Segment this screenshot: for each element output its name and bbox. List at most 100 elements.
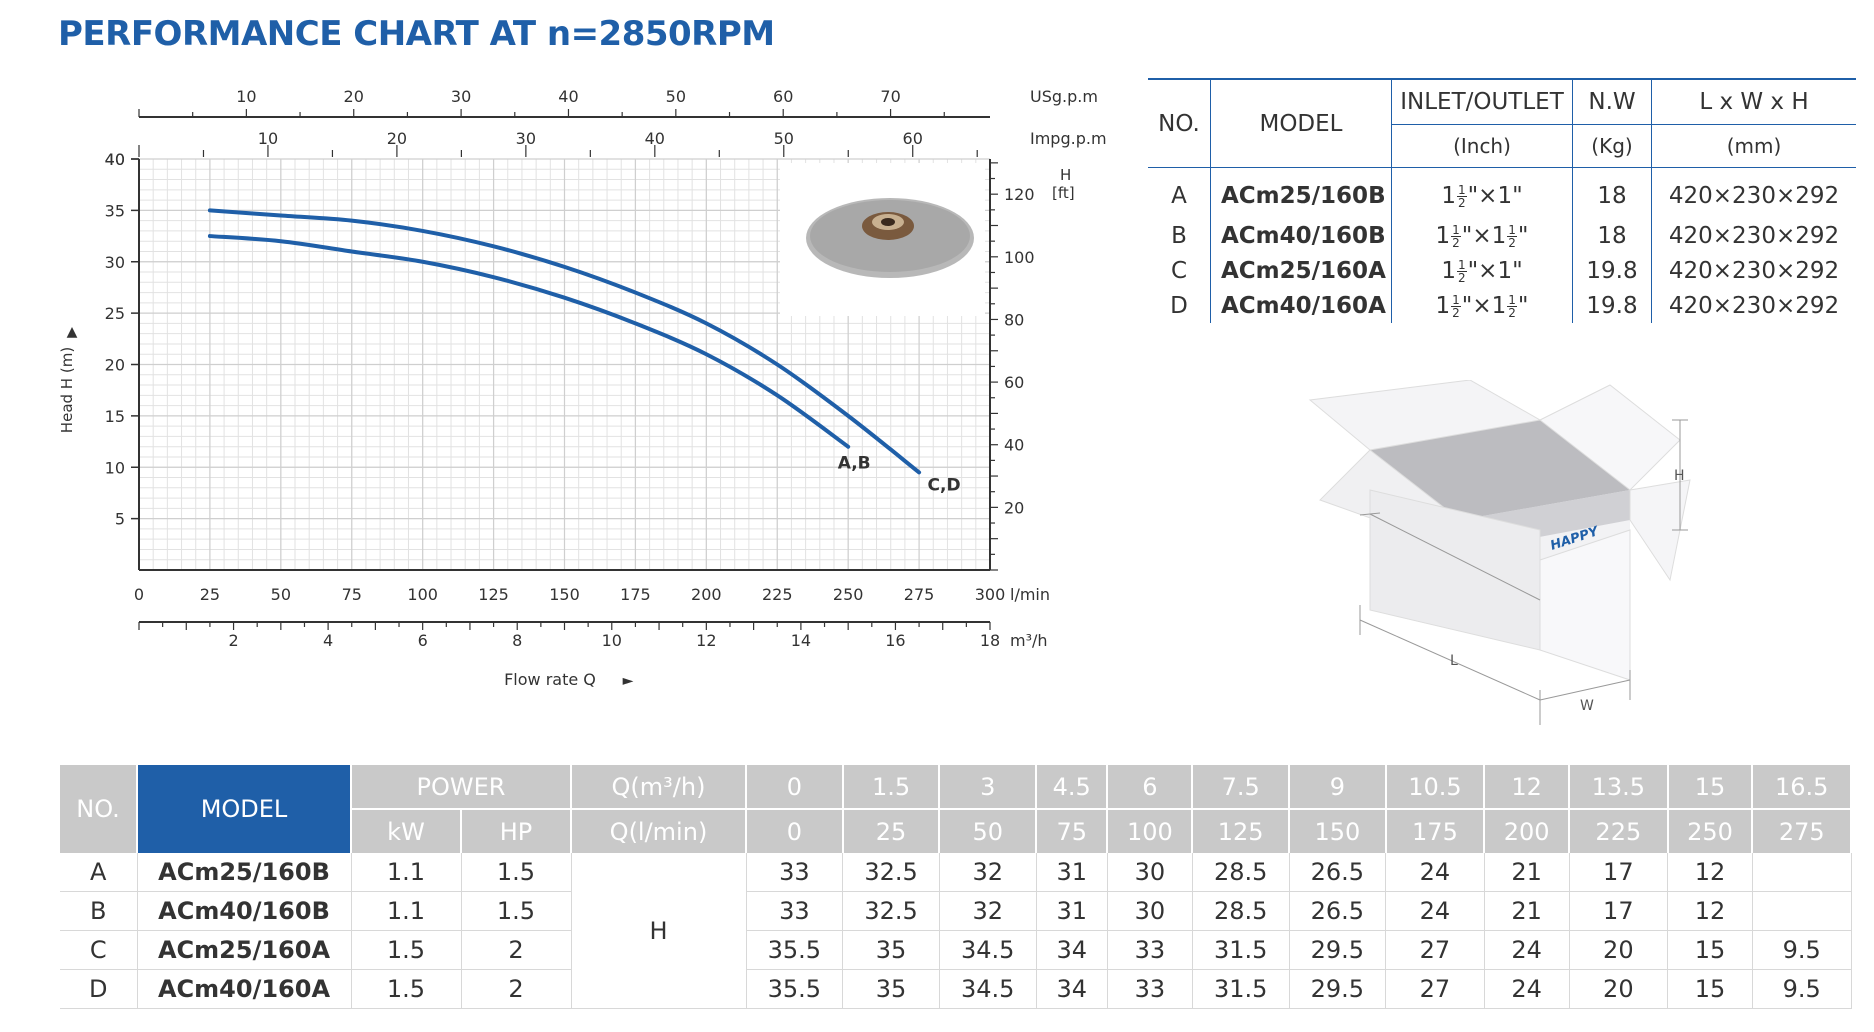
perf-h-cell: 32.5 bbox=[842, 891, 940, 931]
x-tick-label: 200 bbox=[691, 585, 722, 604]
m3h-unit-label: m³/h bbox=[1010, 631, 1048, 650]
perf-qlmin-header: 200 bbox=[1484, 808, 1571, 853]
perf-hp-cell: 2 bbox=[461, 930, 572, 970]
perf-qm3h-header: 16.5 bbox=[1752, 765, 1852, 809]
spec-no-cell: D bbox=[1148, 288, 1211, 323]
perf-kw-header: kW bbox=[351, 808, 462, 853]
impgpm-tick-label: 60 bbox=[903, 129, 923, 148]
box-h-label: H bbox=[1674, 468, 1685, 484]
perf-qlmin-header: 275 bbox=[1752, 808, 1852, 853]
perf-kw-cell: 1.5 bbox=[351, 930, 462, 970]
x-tick-label: 50 bbox=[271, 585, 291, 604]
spec-nw-cell: 18 bbox=[1572, 218, 1652, 253]
perf-h-cell: 28.5 bbox=[1192, 853, 1290, 892]
chart-curves: A,B C,D bbox=[207, 208, 961, 495]
perf-qlmin-header: 100 bbox=[1107, 808, 1194, 853]
spec-inlet-cell: 1 1 2 "×1 1 2 " bbox=[1391, 288, 1573, 323]
spec-no-cell: C bbox=[1148, 253, 1211, 288]
impeller-image bbox=[780, 163, 985, 316]
x-tick-label: 125 bbox=[478, 585, 509, 604]
impgpm-tick-label: 20 bbox=[387, 129, 407, 148]
x-tick-label: 75 bbox=[342, 585, 362, 604]
spec-inlet-cell: 1 1 2 "×1" bbox=[1391, 253, 1573, 288]
perf-h-cell: 29.5 bbox=[1289, 969, 1387, 1009]
perf-h-cell: 15 bbox=[1667, 969, 1753, 1009]
ft-tick-label: 60 bbox=[1004, 373, 1024, 392]
perf-h-cell: 15 bbox=[1667, 930, 1753, 970]
perf-qm3h-header: 15 bbox=[1667, 765, 1754, 809]
y-axis-label: Head H (m) bbox=[58, 347, 76, 433]
perf-qlmin-header: 50 bbox=[939, 808, 1038, 853]
perf-h-cell: 32 bbox=[939, 853, 1037, 892]
perf-no-cell: C bbox=[60, 930, 138, 970]
x-tick-label: 0 bbox=[134, 585, 144, 604]
perf-h-cell: 33 bbox=[1107, 969, 1193, 1009]
spec-inlet-cell: 1 1 2 "×1" bbox=[1391, 167, 1573, 218]
perf-qlmin-header: 250 bbox=[1667, 808, 1754, 853]
perf-h-cell: 35 bbox=[842, 969, 940, 1009]
perf-h-cell: 34.5 bbox=[939, 930, 1037, 970]
perf-row: B ACm40/160B 1.1 1.5 33 32.5 32 31 30 28.5 26.5 24 2… bbox=[60, 891, 1852, 931]
x-tick-label: 100 bbox=[407, 585, 438, 604]
usgpm-tick-label: 30 bbox=[451, 87, 471, 106]
impgpm-tick-label: 10 bbox=[258, 129, 278, 148]
perf-h-cell: 20 bbox=[1569, 969, 1669, 1009]
perf-h-cell: 27 bbox=[1385, 969, 1485, 1009]
spec-model-header: MODEL bbox=[1210, 79, 1392, 168]
box-w-label: W bbox=[1580, 698, 1594, 714]
perf-h-cell: 12 bbox=[1667, 891, 1753, 931]
ft-tick-label: 20 bbox=[1004, 498, 1024, 517]
perf-power-header: POWER bbox=[351, 765, 572, 809]
perf-h-cell: 24 bbox=[1385, 891, 1485, 931]
impgpm-tick-label: 40 bbox=[645, 129, 665, 148]
m3h-tick-label: 4 bbox=[323, 631, 333, 650]
perf-hp-header: HP bbox=[461, 808, 572, 853]
perf-no-cell: B bbox=[60, 891, 138, 931]
spec-model-cell: ACm25/160A bbox=[1210, 253, 1392, 288]
spec-no-cell: B bbox=[1148, 218, 1211, 253]
m3h-tick-label: 8 bbox=[512, 631, 522, 650]
perf-h-cell: 33 bbox=[746, 853, 844, 892]
x-tick-label: 250 bbox=[833, 585, 864, 604]
spec-dim-cell: 420×230×292 bbox=[1668, 257, 1840, 284]
usgpm-tick-label: 70 bbox=[880, 87, 900, 106]
perf-no-cell: D bbox=[60, 969, 138, 1009]
x-tick-label: 150 bbox=[549, 585, 580, 604]
curve-label: A,B bbox=[838, 454, 871, 474]
spec-nw-cell: 18 bbox=[1572, 167, 1652, 218]
spec-row: B ACm40/160B 1 1 2 "×1 1 2 " 18 420×230×292 bbox=[1148, 218, 1856, 253]
usgpm-tick-label: 20 bbox=[344, 87, 364, 106]
perf-qm3h-header: 0 bbox=[746, 765, 844, 809]
perf-h-cell: 24 bbox=[1484, 930, 1570, 970]
perf-qm3h-header: 1.5 bbox=[842, 765, 941, 809]
perf-qm3h-header: 3 bbox=[939, 765, 1038, 809]
spec-model-cell: ACm40/160B bbox=[1210, 218, 1392, 253]
perf-h-cell: 17 bbox=[1569, 853, 1669, 892]
perf-h-cell: 34 bbox=[1036, 930, 1108, 970]
x-axis-arrow: ► bbox=[623, 673, 634, 689]
curve-ab bbox=[207, 234, 851, 449]
m3h-tick-label: 16 bbox=[885, 631, 905, 650]
spec-inlet-header: INLET/OUTLET bbox=[1391, 79, 1573, 125]
y-tick-label: 30 bbox=[105, 253, 125, 272]
spec-nw-header: N.W bbox=[1572, 79, 1652, 125]
perf-model-cell: ACm25/160A bbox=[137, 930, 352, 970]
page-title: PERFORMANCE CHART AT n=2850RPM bbox=[58, 14, 775, 54]
x-tick-label: 25 bbox=[200, 585, 220, 604]
perf-q2-header: Q(l/min) bbox=[571, 808, 747, 853]
perf-qlmin-header: 175 bbox=[1385, 808, 1486, 853]
perf-hp-cell: 2 bbox=[461, 969, 572, 1009]
perf-row: C ACm25/160A 1.5 2 35.5 35 34.5 34 33 31.5 29.5 27 2… bbox=[60, 930, 1852, 970]
perf-h-cell: 32 bbox=[939, 891, 1037, 931]
perf-h-cell: 35.5 bbox=[746, 930, 844, 970]
perf-h-cell: 26.5 bbox=[1289, 853, 1387, 892]
perf-h-cell: 31 bbox=[1036, 853, 1108, 892]
perf-h-cell: 32.5 bbox=[842, 853, 940, 892]
impgpm-tick-label: 50 bbox=[774, 129, 794, 148]
perf-h-cell: 33 bbox=[1107, 930, 1193, 970]
perf-h-cell: 12 bbox=[1667, 853, 1753, 892]
y-tick-label: 15 bbox=[105, 407, 125, 426]
perf-model-cell: ACm40/160A bbox=[137, 969, 352, 1009]
y-tick-label: 20 bbox=[105, 356, 125, 375]
spec-table: NO. MODEL INLET/OUTLET N.W L x W x H (In… bbox=[1148, 78, 1856, 323]
